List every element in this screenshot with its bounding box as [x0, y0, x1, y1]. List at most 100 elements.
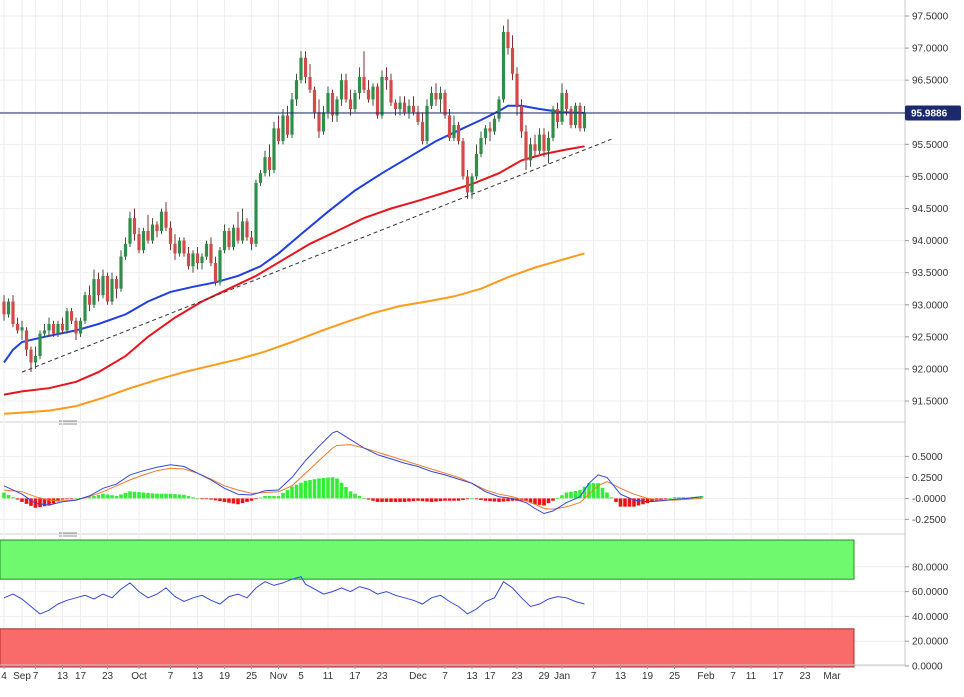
price-panel — [0, 0, 905, 419]
macd-histogram-bar — [146, 492, 150, 499]
candle-body — [371, 86, 375, 100]
candle-body — [29, 349, 33, 363]
candle-body — [164, 211, 168, 228]
candle — [492, 115, 497, 135]
price-tick-label: 95.5000 — [912, 140, 949, 151]
candle-body — [420, 121, 425, 142]
candle-body — [290, 99, 294, 135]
candle-body — [564, 93, 569, 110]
macd-histogram-bar — [488, 498, 492, 502]
candle-body — [168, 227, 173, 244]
x-tick-label: 7 — [33, 671, 39, 682]
candle-body — [560, 93, 564, 122]
candle-body — [402, 102, 407, 113]
macd-histogram-bar — [398, 498, 402, 502]
macd-histogram-bar — [474, 498, 479, 500]
candle — [24, 327, 29, 357]
macd-histogram-bar — [609, 497, 614, 499]
candle — [366, 80, 371, 103]
price-tick-label: 94.0000 — [912, 236, 949, 247]
macd-histogram-bar — [254, 498, 258, 500]
candle-body — [407, 105, 411, 113]
candle-body — [249, 237, 254, 244]
x-tick-label: 19 — [642, 671, 654, 682]
candle — [438, 86, 443, 113]
candle-body — [191, 253, 195, 267]
macd-histogram-bar — [119, 494, 123, 499]
candle — [321, 105, 326, 135]
macd-histogram-bar — [492, 498, 497, 502]
candle — [294, 73, 299, 106]
macd-histogram-bar — [200, 498, 204, 500]
candle — [146, 214, 150, 244]
macd-histogram-bar — [6, 494, 11, 499]
candle — [537, 128, 542, 154]
macd-histogram-bar — [434, 498, 438, 502]
x-tick-label: Oct — [131, 671, 147, 682]
candle-body — [141, 230, 146, 251]
rsi-overbought-zone — [0, 539, 855, 580]
macd-panel — [0, 427, 905, 532]
macd-histogram-bar — [627, 498, 632, 507]
candle-body — [578, 105, 582, 129]
candle — [290, 93, 294, 138]
candle — [272, 121, 276, 174]
macd-histogram-bar — [645, 498, 650, 504]
candle — [362, 51, 366, 93]
macd-histogram-bar — [389, 498, 393, 502]
macd-histogram-bar — [555, 498, 560, 499]
candle-body — [263, 157, 267, 174]
candle-body — [569, 109, 573, 126]
candle — [11, 295, 15, 328]
macd-histogram-bar — [168, 493, 173, 499]
candle-body — [366, 89, 371, 100]
macd-histogram-bar — [164, 493, 168, 499]
candle — [164, 202, 168, 231]
candle-body — [60, 324, 65, 331]
macd-histogram-bar — [177, 494, 182, 499]
candle — [348, 89, 353, 116]
candle — [47, 317, 51, 337]
candle — [429, 86, 434, 110]
macd-tick-label: -0.0000 — [912, 494, 946, 505]
candle-body — [78, 320, 83, 334]
macd-histogram-bar — [425, 498, 429, 502]
macd-histogram-bar — [236, 498, 240, 505]
candle — [564, 89, 569, 116]
candle — [569, 105, 573, 129]
candle — [339, 73, 344, 106]
candle — [335, 96, 339, 122]
macd-histogram-bar — [362, 498, 366, 500]
candle — [213, 256, 218, 286]
price-tick-label: 94.5000 — [912, 204, 949, 215]
macd-tick-label: 0.2500 — [912, 473, 943, 484]
rsi-tick-label: 60.0000 — [912, 587, 949, 598]
macd-histogram-bar — [20, 498, 24, 502]
rsi-line — [3, 576, 585, 615]
candle-body — [128, 218, 132, 244]
candle — [204, 240, 209, 260]
macd-histogram-bar — [456, 498, 461, 501]
candle-body — [380, 76, 384, 116]
candle-body — [209, 243, 213, 264]
candle-body — [222, 230, 227, 251]
candle-body — [92, 279, 96, 305]
candle — [416, 105, 420, 126]
candle-body — [344, 80, 348, 100]
candle-body — [389, 80, 393, 103]
candle — [83, 291, 87, 324]
macd-histogram-bar — [681, 497, 686, 499]
candle — [470, 173, 474, 199]
candle-body — [429, 93, 434, 106]
macd-histogram-bar — [672, 497, 677, 499]
candle-body — [11, 301, 15, 324]
candle — [38, 330, 42, 360]
candle — [33, 346, 38, 369]
support-trendline[interactable] — [21, 138, 612, 373]
macd-histogram-bar — [227, 498, 231, 503]
price-tick-label: 97.0000 — [912, 44, 949, 55]
macd-histogram-bar — [294, 484, 299, 499]
candle-body — [119, 256, 123, 289]
macd-histogram-bar — [380, 498, 384, 502]
